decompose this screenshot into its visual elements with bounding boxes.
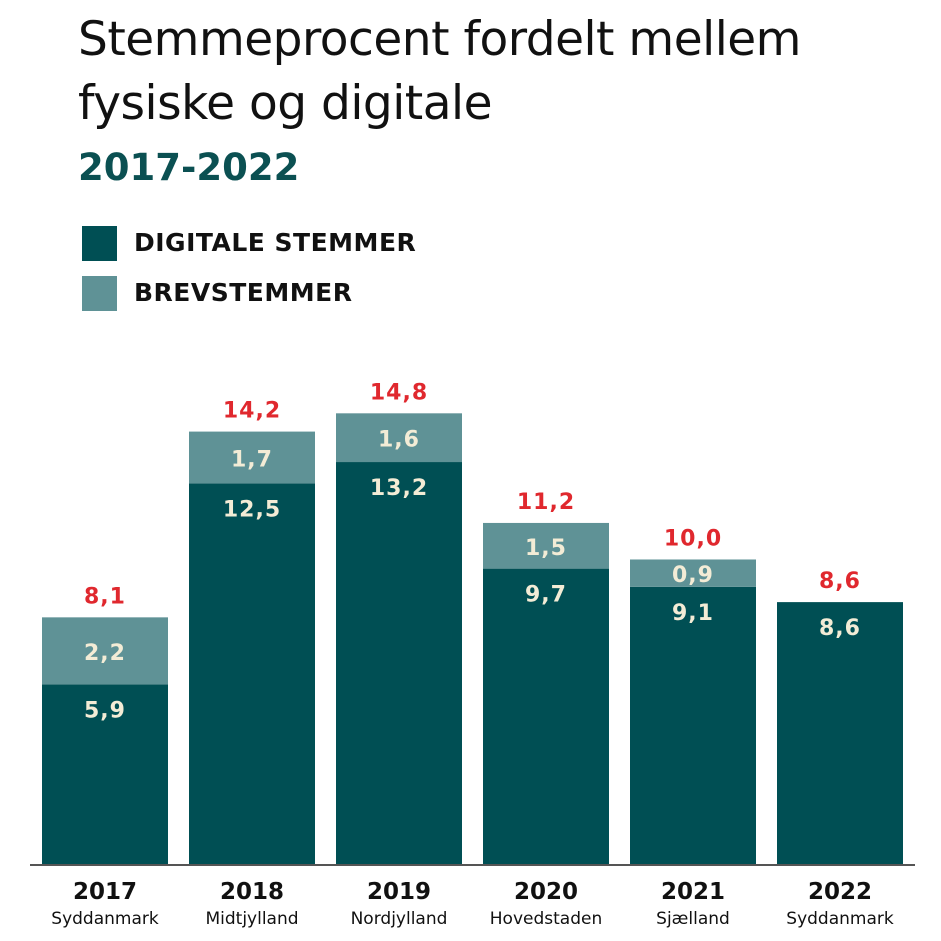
- data-label-brev-2020: 1,5: [525, 536, 567, 561]
- data-label-digital-2019: 13,2: [370, 476, 428, 501]
- x-tick-sublabel-2021: Sjælland: [656, 909, 730, 929]
- x-tick-sublabel-2018: Midtjylland: [205, 909, 298, 929]
- bar-digital-2021: [630, 586, 756, 864]
- x-tick-sublabel-2020: Hovedstaden: [490, 909, 602, 929]
- bar-brev-2017: [42, 617, 168, 685]
- legend-swatch-digital: [82, 226, 117, 261]
- legend-label-digital: DIGITALE STEMMER: [134, 228, 417, 257]
- total-label-2019: 14,8: [370, 380, 428, 405]
- bar-brev-2019: [336, 413, 462, 463]
- bar-brev-2018: [189, 431, 315, 484]
- data-label-brev-2018: 1,7: [231, 447, 273, 472]
- x-tick-label-2022: 2022: [808, 879, 872, 905]
- bar-digital-2022: [777, 602, 903, 864]
- bar-digital-2017: [42, 684, 168, 864]
- legend-label-brev: BREVSTEMMER: [134, 278, 353, 307]
- x-tick-label-2019: 2019: [367, 879, 431, 905]
- bar-digital-2018: [189, 483, 315, 864]
- bar-digital-2020: [483, 568, 609, 864]
- bar-brev-2020: [483, 522, 609, 569]
- data-label-brev-2017: 2,2: [84, 641, 126, 666]
- total-label-2018: 14,2: [223, 399, 281, 424]
- total-label-2022: 8,6: [819, 569, 861, 594]
- data-label-digital-2020: 9,7: [525, 583, 567, 608]
- data-label-digital-2022: 8,6: [819, 616, 861, 641]
- x-tick-sublabel-2022: Syddanmark: [786, 909, 894, 929]
- data-label-brev-2021: 0,9: [672, 563, 714, 588]
- data-label-digital-2017: 5,9: [84, 698, 126, 723]
- total-label-2017: 8,1: [84, 584, 126, 609]
- data-label-brev-2019: 1,6: [378, 428, 420, 453]
- data-label-digital-2018: 12,5: [223, 497, 281, 522]
- legend-swatch-brev: [82, 276, 117, 311]
- x-tick-label-2017: 2017: [73, 879, 137, 905]
- total-label-2020: 11,2: [517, 490, 575, 515]
- x-tick-sublabel-2017: Syddanmark: [51, 909, 159, 929]
- x-tick-label-2020: 2020: [514, 879, 578, 905]
- bar-digital-2019: [336, 462, 462, 864]
- x-tick-sublabel-2019: Nordjylland: [351, 909, 448, 929]
- x-tick-label-2018: 2018: [220, 879, 284, 905]
- total-label-2021: 10,0: [664, 526, 722, 551]
- data-label-digital-2021: 9,1: [672, 601, 714, 626]
- chart-title: Stemmeprocent fordelt mellem fysiske og …: [78, 12, 801, 131]
- x-tick-label-2021: 2021: [661, 879, 725, 905]
- bar-brev-2021: [630, 559, 756, 587]
- chart-subtitle: 2017-2022: [78, 146, 300, 189]
